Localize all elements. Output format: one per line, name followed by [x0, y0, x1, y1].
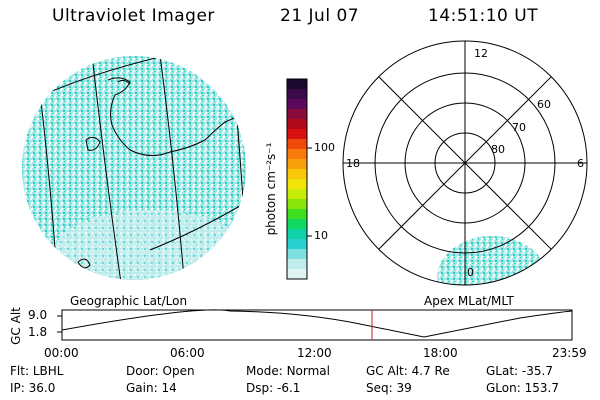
xtick-0000: 00:00 [44, 346, 79, 360]
mode-value: Normal [286, 364, 330, 378]
altitude-plot [57, 309, 573, 341]
flt-field: Flt: LBHL [10, 364, 64, 378]
seq-field: Seq: 39 [366, 381, 412, 395]
colorbar-label-100: 100 [314, 141, 335, 154]
colorbar-band [287, 239, 307, 250]
colorbar-band [287, 119, 307, 130]
colorbar-band [287, 179, 307, 190]
mode-field: Mode: Normal [246, 364, 330, 378]
colorbar-band [287, 259, 307, 270]
colorbar-band [287, 209, 307, 220]
gc-alt-value: 4.7 Re [411, 364, 450, 378]
altitude-ylabel: GC Alt [9, 307, 23, 345]
colorbar-band [287, 159, 307, 170]
ip-field: IP: 36.0 [10, 381, 56, 395]
glat-value: -35.7 [521, 364, 553, 378]
mlat-label-80: 80 [491, 143, 505, 156]
colorbar-band [287, 219, 307, 230]
colorbar-band [287, 199, 307, 210]
flt-value: LBHL [32, 364, 64, 378]
glat-field: GLat: -35.7 [486, 364, 553, 378]
mlt-label-18: 18 [346, 157, 360, 170]
geographic-image-disc [22, 56, 246, 280]
gain-field: Gain: 14 [126, 381, 177, 395]
geographic-panel-label: Geographic Lat/Lon [70, 294, 188, 308]
colorbar-frame [286, 78, 308, 280]
mlt-label-0: 0 [467, 266, 474, 279]
altitude-ytick-1-8: 1.8 [28, 325, 48, 339]
image-time: 14:51:10 UT [428, 6, 539, 26]
colorbar [287, 79, 307, 280]
colorbar-band [287, 169, 307, 180]
mlt-label-12: 12 [474, 47, 488, 60]
colorbar-band [287, 149, 307, 160]
colorbar-band [287, 229, 307, 240]
xtick-0600: 06:00 [170, 346, 205, 360]
colorbar-band [287, 129, 307, 140]
instrument-title: Ultraviolet Imager [52, 6, 215, 26]
polar-mlat-mlt-plot [342, 40, 588, 286]
dsp-value: -6.1 [276, 381, 301, 395]
image-date: 21 Jul 07 [280, 6, 360, 26]
door-field: Door: Open [126, 364, 195, 378]
altitude-ytick-9: 9.0 [28, 308, 48, 322]
altitude-curve [61, 309, 573, 338]
colorbar-label-10: 10 [314, 229, 328, 242]
colorbar-band [287, 249, 307, 260]
colorbar-band [287, 89, 307, 100]
colorbar-band [287, 109, 307, 120]
door-value: Open [162, 364, 195, 378]
mlat-label-70: 70 [512, 121, 526, 134]
seq-value: 39 [396, 381, 412, 395]
xtick-1800: 18:00 [423, 346, 458, 360]
xtick-1200: 12:00 [297, 346, 332, 360]
dsp-field: Dsp: -6.1 [246, 381, 301, 395]
glon-value: 153.7 [524, 381, 559, 395]
colorbar-band [287, 139, 307, 150]
colorbar-band [287, 99, 307, 110]
colorbar-band [287, 79, 307, 90]
mlat-label-60: 60 [537, 98, 551, 111]
glon-field: GLon: 153.7 [486, 381, 559, 395]
mlt-label-6: 6 [577, 157, 584, 170]
gain-value: 14 [161, 381, 177, 395]
polar-panel-label: Apex MLat/MLT [424, 294, 514, 308]
ip-value: 36.0 [28, 381, 56, 395]
colorbar-unit-label: photon cm⁻²s⁻¹ [264, 142, 278, 236]
gc-alt-field: GC Alt: 4.7 Re [366, 364, 450, 378]
colorbar-band [287, 269, 307, 280]
colorbar-band [287, 189, 307, 200]
xtick-2359: 23:59 [552, 346, 587, 360]
